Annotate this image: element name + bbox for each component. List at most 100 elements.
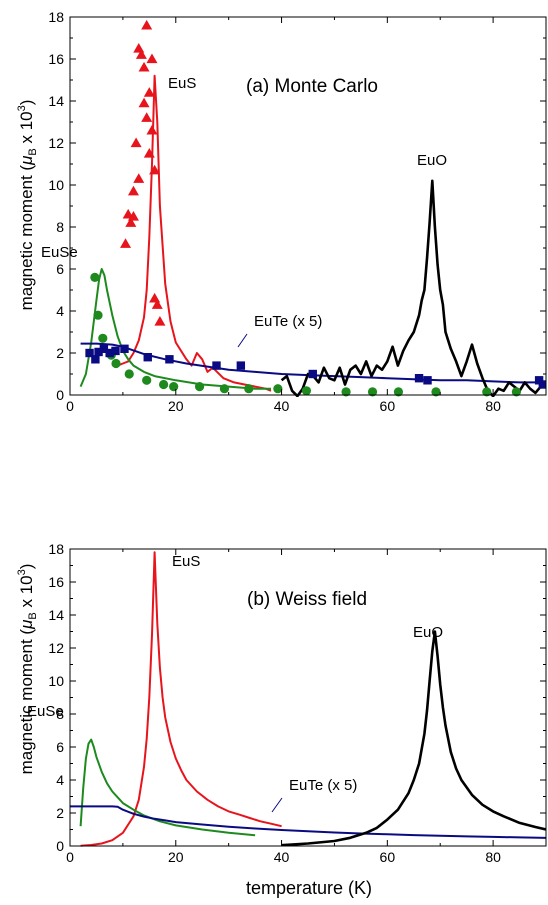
panel-a-eute-pointer (237, 333, 248, 348)
point-eus (146, 124, 158, 135)
y-tick-label: 14 (48, 607, 64, 623)
point-euse (393, 387, 404, 397)
point-eute (423, 376, 432, 385)
point-eus (138, 97, 150, 108)
point-eus (143, 87, 155, 97)
point-eus (154, 316, 166, 326)
series-line-eute (70, 805, 546, 839)
x-axis-label: temperature (K) (246, 878, 372, 898)
series-line-euo (280, 179, 546, 397)
point-euse (219, 384, 230, 394)
point-eute (111, 346, 120, 356)
panel-b: 0 20 40 60 80 0 2 4 6 8 10 12 14 16 18 (b) Weiss field… (27, 541, 547, 865)
point-eus (133, 43, 145, 53)
point-eus (135, 49, 147, 59)
point-eute (538, 380, 546, 389)
panel-a-label-euo: EuO (417, 152, 447, 169)
point-eus (127, 211, 139, 221)
y-tick-label: 12 (48, 135, 64, 151)
point-eute (120, 344, 129, 353)
panel-b-label-eus: EuS (172, 553, 200, 570)
series-line-euo (281, 630, 546, 847)
point-euse (142, 375, 152, 385)
panel-b-label-euo: EuO (413, 624, 443, 641)
point-eus (133, 173, 145, 183)
panel-b-label-euse: EuSe (27, 703, 64, 720)
point-eute (94, 347, 103, 357)
point-eus (141, 112, 153, 122)
panel-a-title: (a) Monte Carlo (246, 76, 378, 97)
point-euse (124, 369, 134, 379)
point-eus (151, 299, 163, 309)
point-eus (146, 53, 158, 64)
y-tick-label: 6 (56, 739, 64, 755)
panel-b-lines (70, 551, 546, 847)
y-tick-label: 0 (56, 838, 64, 854)
y-tick-label: 2 (56, 805, 64, 821)
panel-a-label-eus: EuS (168, 75, 196, 92)
x-tick-label: 60 (380, 398, 396, 414)
y-tick-label: 4 (56, 772, 64, 788)
point-euse (511, 387, 521, 397)
point-eute (105, 348, 114, 358)
point-eute (99, 344, 109, 353)
x-tick-label: 80 (485, 849, 501, 865)
x-tick-label: 80 (485, 398, 501, 414)
y-tick-label: 12 (48, 640, 64, 656)
y-tick-label: 8 (56, 706, 64, 722)
point-eute (165, 355, 174, 364)
point-euse (93, 310, 103, 320)
point-eute (236, 361, 246, 370)
point-euse (341, 387, 351, 397)
y-tick-label: 18 (48, 9, 64, 25)
series-line-eus (80, 551, 282, 847)
series-line-eute (80, 342, 546, 384)
panel-b-eute-pointer (271, 797, 283, 813)
panel-a-ticks (69, 16, 547, 396)
point-eute (308, 369, 317, 379)
panel-b-ticks (69, 548, 547, 847)
panel-a-ticklabels: 0 20 40 60 80 0 2 4 6 8 10 12 14 16 18 (48, 9, 501, 414)
panel-b-ticklabels: 0 20 40 60 80 0 2 4 6 8 10 12 14 16 18 (48, 541, 501, 865)
point-eus (149, 292, 161, 303)
point-eus (125, 217, 137, 227)
y-tick-label: 10 (48, 177, 64, 193)
point-euse (482, 387, 492, 397)
y-tick-label: 10 (48, 673, 64, 689)
point-euse (273, 384, 283, 394)
x-tick-label: 0 (66, 398, 74, 414)
panel-a-lines (79, 74, 546, 397)
point-eute (143, 353, 152, 362)
panel-a-frame (69, 16, 547, 396)
point-euse (194, 382, 205, 392)
y-tick-label: 0 (56, 387, 64, 403)
x-tick-label: 0 (66, 849, 74, 865)
y-tick-label: 16 (48, 51, 64, 67)
point-eus (149, 164, 161, 175)
point-eus (130, 137, 142, 148)
point-euse (367, 387, 378, 397)
point-eute (85, 348, 94, 358)
point-eus (120, 238, 132, 248)
point-euse (90, 272, 100, 282)
series-line-euse (79, 738, 256, 837)
point-euse (244, 384, 254, 394)
point-eute (91, 355, 100, 364)
point-euse (159, 379, 169, 390)
point-eus (141, 19, 153, 30)
panel-a-label-euse: EuSe (41, 244, 78, 261)
point-eus (127, 185, 139, 196)
point-euse (301, 386, 312, 396)
series-line-eus (117, 74, 272, 392)
y-tick-label: 8 (56, 219, 64, 235)
point-euse (169, 382, 179, 392)
y-tick-label: 16 (48, 574, 64, 590)
y-tick-label: 18 (48, 541, 64, 557)
panel-a-y-axis-label: magnetic moment (μB x 103) (16, 100, 39, 311)
panel-b-label-eute: EuTe (x 5) (289, 777, 357, 794)
panel-a-markers (85, 19, 546, 397)
x-tick-label: 40 (274, 849, 290, 865)
y-tick-label: 14 (48, 93, 64, 109)
panel-b-y-axis-label: magnetic moment (μB x 103) (16, 564, 39, 775)
